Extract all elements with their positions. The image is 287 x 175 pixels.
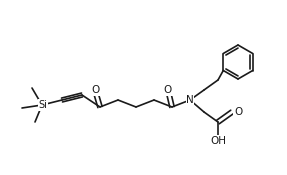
Text: OH: OH <box>210 136 226 146</box>
Text: O: O <box>164 85 172 95</box>
Text: O: O <box>91 85 99 95</box>
Text: Si: Si <box>38 100 47 110</box>
Text: N: N <box>186 95 194 105</box>
Text: O: O <box>234 107 242 117</box>
